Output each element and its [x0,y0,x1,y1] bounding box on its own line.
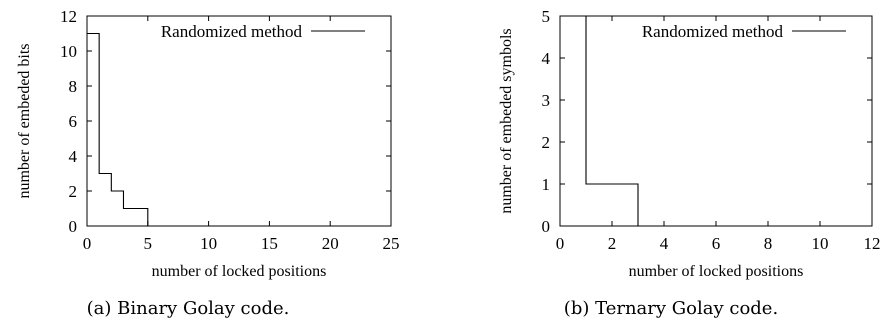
figure-caption: (a) Binary Golay code. [87,298,290,319]
y-tick-label: 4 [542,49,551,68]
series-line [585,16,846,227]
y-tick-label: 5 [542,7,551,26]
y-tick-label: 4 [69,147,78,166]
figure-caption: (b) Ternary Golay code. [564,298,778,319]
x-tick-label: 5 [144,234,153,253]
y-tick-label: 6 [69,112,78,131]
y-tick-label: 2 [542,133,551,152]
chart-binary-golay: 0 5 10 15 20 25 0 2 4 6 8 10 12 Randomized method numb… [16,7,400,319]
plot-frame [86,15,392,227]
x-tick-label: 12 [864,234,881,253]
legend-label: Randomized method [642,22,784,41]
x-tick-label: 4 [660,234,669,253]
x-tick-label: 20 [322,234,339,253]
x-tick-label: 10 [200,234,217,253]
x-axis-label: number of locked positions [629,263,804,280]
legend-label: Randomized method [161,22,303,41]
y-tick-label: 2 [69,182,78,201]
x-tick-label: 25 [383,234,400,253]
y-tick-label: 0 [542,217,551,236]
y-tick-label: 8 [69,77,78,96]
plot-frame [559,15,873,227]
y-axis-label: number of embeded symbols [498,28,515,213]
x-tick-label: 0 [83,234,92,253]
x-tick-label: 15 [261,234,278,253]
y-tick-label: 1 [542,175,551,194]
x-axis-label: number of locked positions [152,263,327,280]
y-tick-label: 3 [542,91,551,110]
x-tick-label: 8 [764,234,773,253]
x-tick-label: 2 [608,234,617,253]
x-tick-label: 6 [712,234,721,253]
y-tick-label: 12 [60,7,77,26]
y-axis-label: number of embeded bits [16,43,33,198]
x-tick-label: 0 [556,234,565,253]
y-tick-label: 10 [60,42,77,61]
x-tick-label: 10 [812,234,829,253]
series-line [87,32,367,227]
y-tick-label: 0 [69,217,78,236]
